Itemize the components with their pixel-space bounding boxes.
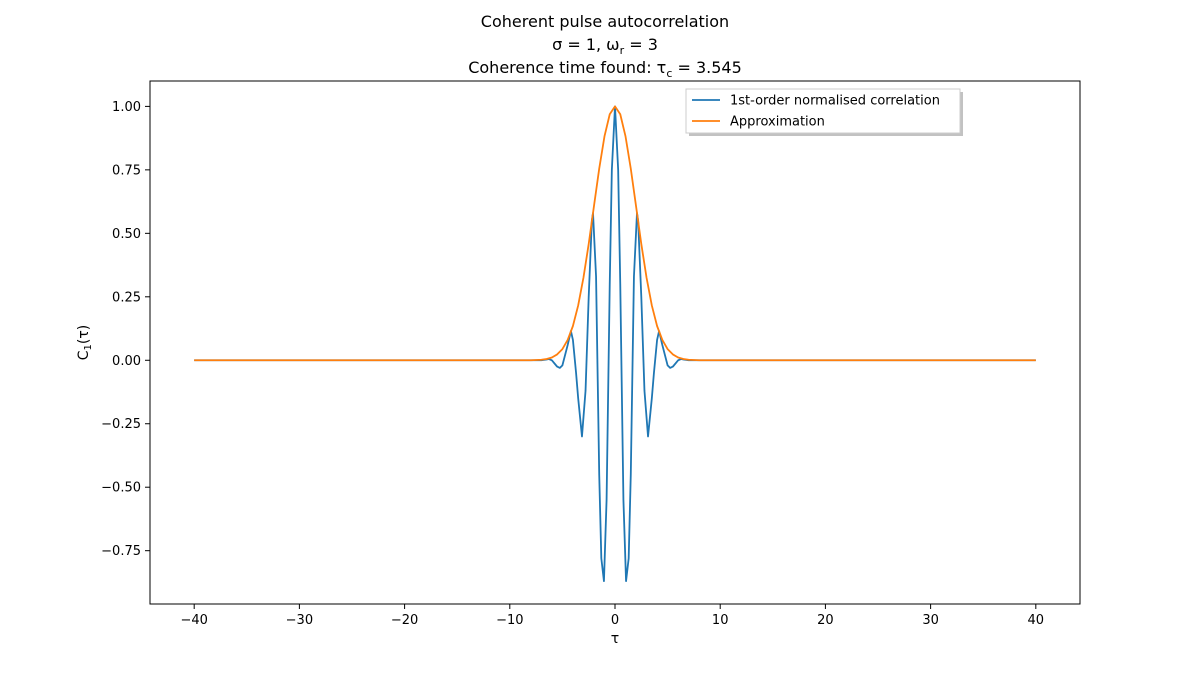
y-tick-label: 0.00 — [112, 354, 141, 369]
y-tick-label: 1.00 — [112, 100, 141, 115]
x-tick-label: −40 — [180, 613, 207, 628]
x-tick-label: 40 — [1028, 613, 1045, 628]
y-axis-label: C1(τ) — [76, 325, 94, 361]
y-tick-label: −0.50 — [101, 481, 141, 496]
x-tick-label: −20 — [391, 613, 418, 628]
y-tick-label: −0.25 — [101, 417, 141, 432]
x-tick-label: 10 — [712, 613, 729, 628]
y-axis-label-text: C1(τ) — [76, 325, 94, 361]
legend-entry-label: 1st-order normalised correlation — [730, 94, 940, 109]
legend-box — [685, 88, 961, 134]
series-lines — [194, 105, 1036, 583]
series-line-2 — [194, 105, 1036, 362]
x-tick-label: −30 — [286, 613, 313, 628]
y-tick-label: 0.25 — [112, 290, 141, 305]
x-axis-ticks: −40 −30 −20 −10 0 10 20 30 40 — [180, 604, 1044, 628]
chart-title: Coherent pulse autocorrelation σ = 1, ωr … — [468, 12, 742, 80]
x-axis-label: τ — [611, 631, 619, 647]
x-tick-label: 30 — [922, 613, 939, 628]
legend: 1st-order normalised correlation Approxim… — [685, 88, 963, 136]
y-tick-label: 0.50 — [112, 227, 141, 242]
x-tick-label: 0 — [611, 613, 619, 628]
chart-title-line-3: Coherence time found: τc = 3.545 — [468, 58, 742, 80]
chart-title-line-1: Coherent pulse autocorrelation — [481, 12, 729, 31]
chart-title-line-2: σ = 1, ωr = 3 — [552, 35, 658, 57]
y-tick-label: −0.75 — [101, 544, 141, 559]
legend-entry-label: Approximation — [730, 115, 825, 130]
y-axis-ticks: 1.00 0.75 0.50 0.25 0.00 −0.25 −0.50 −0.75 — [101, 100, 150, 559]
x-tick-label: −10 — [496, 613, 523, 628]
y-tick-label: 0.75 — [112, 163, 141, 178]
x-tick-label: 20 — [817, 613, 834, 628]
plot-area-frame — [149, 80, 1081, 605]
series-line-1 — [194, 105, 1036, 583]
